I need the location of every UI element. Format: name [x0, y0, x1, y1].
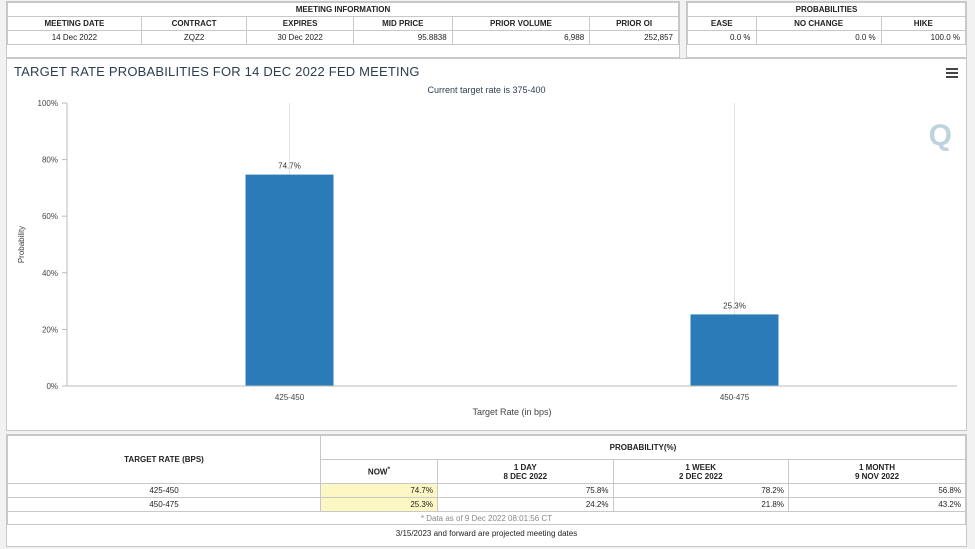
y-tick-label: 100% — [38, 99, 58, 108]
one-month-cell: 56.8% — [788, 483, 966, 498]
chart-title: TARGET RATE PROBABILITIES FOR 14 DEC 202… — [14, 64, 420, 79]
one-day-label: 1 DAY — [513, 462, 537, 472]
now-cell: 74.7% — [320, 483, 438, 498]
one-month-date: 9 NOV 2022 — [854, 471, 900, 481]
probability-table: TARGET RATE (BPS) PROBABILITY(%) NOW* 1 … — [7, 435, 966, 525]
one-week-cell: 78.2% — [612, 483, 789, 498]
bar-data-label: 74.7% — [278, 162, 301, 171]
data-timestamp-note: * Data as of 9 Dec 2022 08:01:56 CT — [7, 511, 966, 525]
target-rate-cell: 450-475 — [7, 497, 321, 512]
one-week-header: 1 WEEK 2 DEC 2022 — [612, 459, 789, 484]
mid-price-value: 95.8838 — [352, 30, 453, 45]
prior-volume-value: 6,988 — [451, 30, 591, 45]
probabilities-table: PROBABILITIES EASE NO CHANGE HIKE 0.0 % … — [687, 2, 967, 45]
one-day-cell: 75.8% — [437, 483, 614, 498]
x-axis-title: Target Rate (in bps) — [472, 407, 551, 417]
one-month-cell: 43.2% — [788, 497, 966, 512]
now-marker: * — [387, 466, 391, 474]
col-contract: CONTRACT — [140, 16, 248, 31]
one-month-header: 1 MONTH 9 NOV 2022 — [788, 459, 966, 484]
now-cell: 25.3% — [320, 497, 438, 512]
col-expires: EXPIRES — [246, 16, 354, 31]
col-prior-oi: PRIOR OI — [589, 16, 679, 31]
bar-chart: 0% 20% 40% 60% 80% 100% 74.7% 425-450 25.3% 450-4… — [17, 99, 957, 417]
one-day-date: 8 DEC 2022 — [503, 471, 548, 481]
x-tick-label: 425-450 — [275, 393, 305, 402]
one-week-cell: 21.8% — [612, 497, 789, 512]
probability-header: PROBABILITY(%) — [320, 435, 966, 460]
y-tick-label: 60% — [42, 212, 58, 221]
col-mid-price: MID PRICE — [352, 16, 453, 31]
no-change-value: 0.0 % — [755, 30, 882, 45]
target-rate-header: TARGET RATE (BPS) — [7, 435, 321, 484]
quikstrike-logo: Q — [928, 119, 952, 152]
chart-panel: TARGET RATE PROBABILITIES FOR 14 DEC 202… — [6, 58, 967, 431]
chart-subtitle: Current target rate is 375-400 — [427, 85, 546, 95]
projection-footer: 3/15/2023 and forward are projected meet… — [395, 529, 578, 538]
one-day-header: 1 DAY 8 DEC 2022 — [437, 459, 614, 484]
meeting-date-value: 14 Dec 2022 — [7, 30, 142, 45]
probabilities-header: PROBABILITIES — [687, 2, 966, 17]
bar — [690, 314, 779, 386]
x-tick-label: 450-475 — [720, 393, 750, 402]
col-ease: EASE — [687, 16, 757, 31]
y-tick-label: 0% — [46, 382, 58, 391]
now-header: NOW* — [320, 459, 438, 484]
one-week-label: 1 WEEK — [685, 462, 717, 472]
meeting-info-panel: MEETING INFORMATION MEETING DATE CONTRAC… — [6, 1, 680, 58]
meeting-info-header: MEETING INFORMATION — [7, 2, 679, 17]
col-no-change: NO CHANGE — [755, 16, 882, 31]
probability-table-panel: TARGET RATE (BPS) PROBABILITY(%) NOW* 1 … — [6, 434, 967, 547]
one-day-cell: 24.2% — [437, 497, 614, 512]
hike-value: 100.0 % — [880, 30, 967, 45]
one-week-date: 2 DEC 2022 — [678, 471, 723, 481]
col-hike: HIKE — [880, 16, 967, 31]
probabilities-panel: PROBABILITIES EASE NO CHANGE HIKE 0.0 % … — [686, 1, 967, 58]
bar-data-label: 25.3% — [723, 301, 746, 310]
y-axis-title: Probability — [17, 226, 26, 263]
prior-oi-value: 252,857 — [589, 30, 679, 45]
now-label: NOW — [367, 467, 388, 477]
hamburger-menu-icon[interactable] — [946, 68, 958, 78]
meeting-info-table: MEETING INFORMATION MEETING DATE CONTRAC… — [7, 2, 679, 45]
table-row: 450-475 25.3% 24.2% 21.8% 43.2% — [7, 497, 966, 512]
target-rate-cell: 425-450 — [7, 483, 321, 498]
y-tick-label: 40% — [42, 269, 58, 278]
table-row: 425-450 74.7% 75.8% 78.2% 56.8% — [7, 483, 966, 498]
one-month-label: 1 MONTH — [859, 462, 895, 472]
y-tick-label: 80% — [42, 156, 58, 165]
col-prior-volume: PRIOR VOLUME — [451, 16, 591, 31]
y-tick-label: 20% — [42, 325, 58, 334]
contract-value: ZQZ2 — [140, 30, 248, 45]
col-meeting-date: MEETING DATE — [7, 16, 142, 31]
ease-value: 0.0 % — [687, 30, 757, 45]
bar — [245, 174, 334, 386]
expires-value: 30 Dec 2022 — [246, 30, 354, 45]
